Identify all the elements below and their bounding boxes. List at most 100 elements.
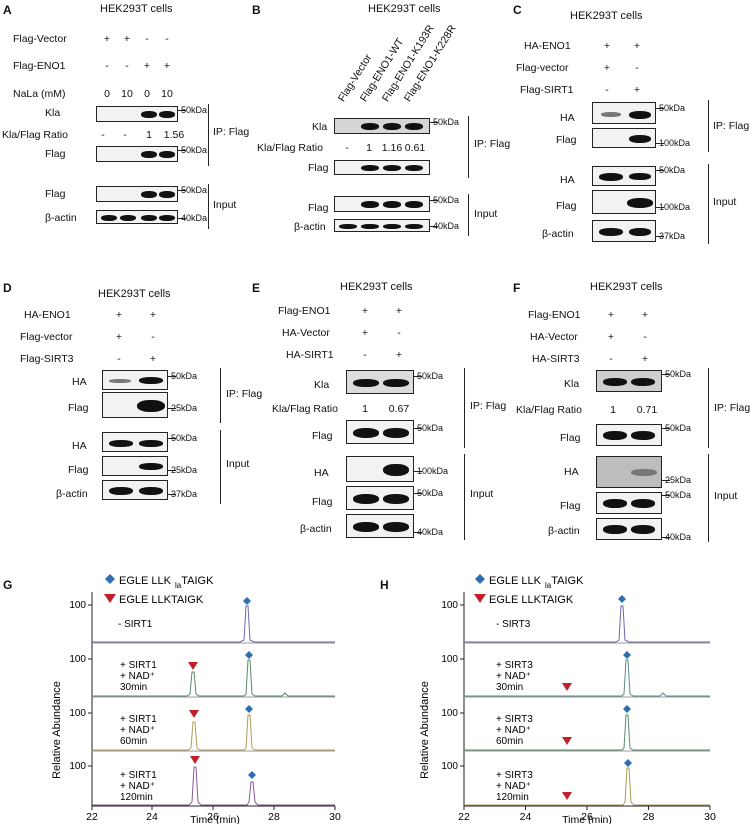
svg-text:30min: 30min: [120, 682, 147, 693]
panel-h: H EGLE LLK laTAIGK EGLE LLKTAIGK Relative…: [380, 560, 750, 824]
blot-label: β-actin: [294, 221, 326, 233]
sign: +: [641, 353, 649, 365]
blot-label: Kla: [45, 107, 61, 119]
panel-title: HEK293T cells: [98, 288, 171, 300]
blot-actin: [96, 210, 178, 224]
lactyl-peak-marker: [245, 705, 253, 713]
sign: +: [163, 60, 171, 72]
row-label: Flag-SIRT3: [20, 353, 74, 365]
svg-text:24: 24: [146, 811, 158, 823]
x-axis-label: Time (min): [190, 814, 240, 824]
mw-label: 100kDa: [659, 138, 691, 148]
svg-text:+ NAD⁺: + NAD⁺: [496, 781, 531, 792]
svg-text:- SIRT1: - SIRT1: [118, 619, 153, 630]
sign: +: [143, 60, 151, 72]
panel-g: G EGLE LLK laTAIGK EGLE LLKTAIGK Relative…: [0, 560, 360, 824]
mw-label: 50kDa: [433, 117, 460, 127]
trace-0: 100 - SIRT1: [69, 597, 335, 644]
lactyl-peak-marker: [623, 705, 631, 713]
blot-flag-input: [592, 190, 656, 214]
panel-a: A HEK293T cells Flag-Vector + + - - Flag…: [0, 0, 250, 240]
blot-ha-input: [346, 456, 414, 482]
ratio-value: 1: [610, 404, 616, 416]
input-label: Input: [226, 458, 250, 470]
blot-label: β-actin: [548, 525, 580, 537]
svg-text:120min: 120min: [496, 792, 529, 803]
svg-text:+ NAD⁺: + NAD⁺: [120, 671, 155, 682]
sign: +: [361, 327, 369, 339]
svg-text:24: 24: [520, 811, 532, 823]
y-axis-label: Relative Abundance: [51, 681, 63, 779]
row-label: HA-ENO1: [24, 309, 71, 321]
panel-letter: B: [252, 3, 261, 17]
row-label: Flag-ENO1: [528, 309, 581, 321]
blot-flag-ip: [334, 160, 430, 175]
sign: -: [117, 353, 121, 365]
panel-d: D HEK293T cells HA-ENO1 + + Flag-vector …: [0, 278, 262, 538]
panel-letter: H: [380, 578, 389, 592]
legend-lactyl: EGLE LLK laTAIGK: [119, 575, 214, 590]
row-label: Flag-SIRT1: [520, 84, 574, 96]
sign: +: [395, 349, 403, 361]
svg-text:120min: 120min: [120, 792, 153, 803]
mw-label: 37kDa: [659, 231, 686, 241]
svg-text:100: 100: [69, 761, 86, 772]
svg-text:30: 30: [704, 811, 716, 823]
svg-text:100: 100: [69, 600, 86, 611]
blot-label: β-actin: [542, 228, 574, 240]
svg-text:26: 26: [581, 811, 593, 823]
svg-text:+ SIRT3: + SIRT3: [496, 660, 533, 671]
blot-kla: [596, 370, 662, 392]
blot-actin: [596, 518, 662, 540]
blot-flag-ip: [596, 424, 662, 446]
ip-label: IP: Flag: [226, 388, 263, 400]
ip-label: IP: Flag: [474, 138, 511, 150]
panel-c: C HEK293T cells HA-ENO1 + + Flag-vector …: [510, 0, 750, 250]
ratio-label: Kla/Flag Ratio: [272, 403, 338, 415]
mw-label: 50kDa: [417, 488, 444, 498]
sign: +: [115, 309, 123, 321]
blot-kla: [96, 106, 178, 122]
blot-label: Flag: [560, 432, 581, 444]
mw-label: 50kDa: [433, 195, 460, 205]
mw-label: 50kDa: [659, 165, 686, 175]
delactyl-triangle-marker: [104, 594, 116, 603]
svg-text:100: 100: [69, 654, 86, 665]
lactyl-diamond-marker: [475, 574, 485, 584]
panel-title: HEK293T cells: [340, 281, 413, 293]
blot-actin: [102, 480, 168, 500]
ratio-value: -: [101, 129, 105, 141]
legend-delactyl: EGLE LLKTAIGK: [119, 594, 204, 606]
sign: +: [395, 305, 403, 317]
blot-label: Flag: [68, 464, 89, 476]
sign: 0: [104, 88, 110, 100]
blot-ha-input: [592, 166, 656, 186]
sign: +: [149, 309, 157, 321]
sign: -: [151, 331, 155, 343]
sign: -: [605, 84, 609, 96]
mw-label: 50kDa: [181, 145, 208, 155]
panel-letter: E: [252, 281, 261, 295]
blot-ha-input: [102, 432, 168, 452]
panel-e: E HEK293T cells Flag-ENO1 + + HA-Vector …: [250, 278, 510, 548]
row-label: HA-ENO1: [524, 40, 571, 52]
sign: -: [125, 60, 129, 72]
panel-f: F HEK293T cells Flag-ENO1 + + HA-Vector …: [510, 278, 750, 548]
trace-0: 100 - SIRT3: [441, 595, 710, 644]
blot-label: HA: [72, 440, 87, 452]
svg-text:+ NAD⁺: + NAD⁺: [496, 671, 531, 682]
svg-text:+ NAD⁺: + NAD⁺: [120, 781, 155, 792]
sign: -: [105, 60, 109, 72]
lactyl-diamond-marker: [105, 574, 115, 584]
blot-label: Flag: [68, 402, 89, 414]
blot-actin: [592, 220, 656, 242]
row-label: HA-Vector: [530, 331, 578, 343]
ratio-value: 1: [146, 129, 152, 141]
blot-label: HA: [314, 467, 329, 479]
delactyl-peak-marker: [562, 737, 572, 745]
panel-letter: D: [3, 281, 12, 295]
trace-3: 100 + SIRT3 + NAD⁺ 120min: [441, 759, 710, 806]
mw-label: 25kDa: [665, 475, 692, 485]
sign: +: [115, 331, 123, 343]
panel-title: HEK293T cells: [368, 3, 441, 15]
